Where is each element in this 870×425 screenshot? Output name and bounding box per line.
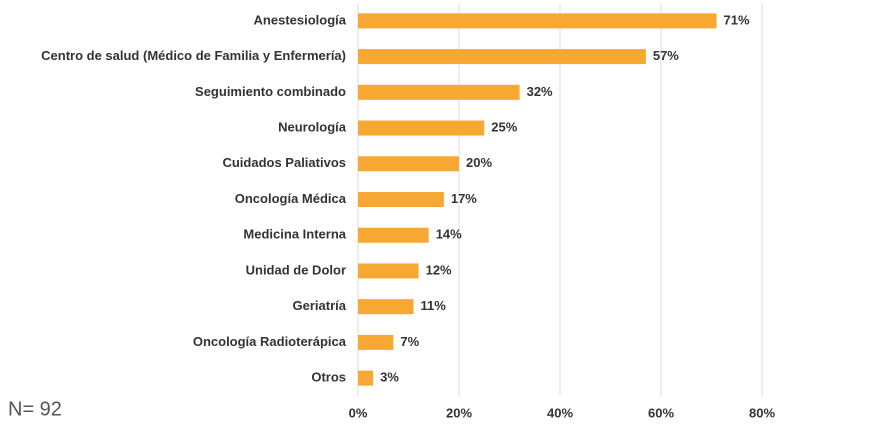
category-label: Otros bbox=[311, 370, 346, 385]
bar bbox=[358, 370, 374, 386]
bar bbox=[358, 49, 646, 65]
x-tick-label: 40% bbox=[547, 405, 573, 420]
bar bbox=[358, 334, 394, 350]
category-label: Neurología bbox=[278, 119, 347, 134]
category-label: Cuidados Paliativos bbox=[222, 155, 346, 170]
bar bbox=[358, 84, 520, 100]
value-label: 17% bbox=[451, 191, 477, 206]
bar bbox=[358, 13, 717, 29]
sample-size-note: N= 92 bbox=[8, 398, 62, 420]
bar bbox=[358, 299, 414, 315]
bar bbox=[358, 156, 459, 172]
category-label: Oncología Radioterápica bbox=[193, 334, 347, 349]
bar bbox=[358, 263, 419, 279]
x-tick-label: 60% bbox=[648, 405, 674, 420]
value-label: 14% bbox=[436, 227, 462, 242]
value-label: 20% bbox=[466, 155, 492, 170]
category-label: Oncología Médica bbox=[235, 191, 347, 206]
x-tick-label: 80% bbox=[749, 405, 775, 420]
x-tick-label: 0% bbox=[349, 405, 368, 420]
category-label: Anestesiología bbox=[254, 12, 347, 27]
bar bbox=[358, 227, 429, 243]
category-label: Medicina Interna bbox=[243, 227, 346, 242]
value-label: 32% bbox=[527, 84, 553, 99]
value-label: 25% bbox=[491, 119, 517, 134]
bar bbox=[358, 120, 485, 136]
value-label: 7% bbox=[400, 334, 419, 349]
category-label: Geriatría bbox=[293, 298, 347, 313]
category-label: Seguimiento combinado bbox=[195, 84, 346, 99]
value-label: 57% bbox=[653, 48, 679, 63]
x-tick-label: 20% bbox=[446, 405, 472, 420]
value-label: 11% bbox=[421, 298, 447, 313]
value-label: 12% bbox=[426, 262, 452, 277]
value-label: 3% bbox=[380, 370, 399, 385]
value-label: 71% bbox=[724, 12, 750, 27]
category-label: Unidad de Dolor bbox=[246, 262, 346, 277]
bar bbox=[358, 192, 444, 207]
category-label: Centro de salud (Médico de Familia y Enf… bbox=[41, 48, 346, 63]
